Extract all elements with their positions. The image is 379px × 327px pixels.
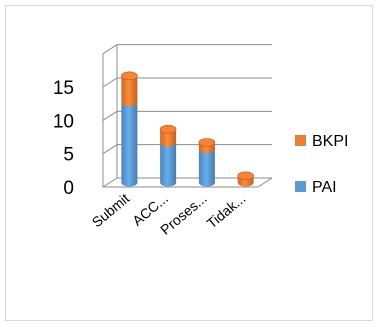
bar-top-cap-2 [198, 138, 216, 147]
side-gridline-5 [102, 144, 118, 155]
legend-swatch-pai [295, 181, 306, 192]
bar-pai-1 [160, 142, 177, 187]
legend-label-pai: PAI [312, 179, 337, 196]
y-tick-label: 5 [63, 145, 74, 166]
bar-bkpi-1 [160, 129, 177, 147]
bar-bkpi-0 [121, 75, 138, 107]
chart-frame [5, 5, 373, 321]
side-gridline-0 [102, 177, 118, 188]
y-axis-ticks: 0 5 10 15 [53, 78, 74, 199]
bar-top-cap-0 [121, 71, 138, 81]
legend-label-bkpi: BKPI [312, 133, 348, 150]
x-axis-labels: SubmitACC...Proses...Tidak... [89, 190, 249, 238]
bar-pai-2 [198, 149, 215, 187]
bar-top-cap-1 [159, 124, 177, 134]
y-tick-label: 15 [53, 78, 74, 99]
chart-legend: BKPI PAI [295, 133, 348, 196]
side-gridline-20 [102, 44, 118, 55]
floor-right-edge [257, 177, 273, 188]
legend-swatch-bkpi [295, 135, 306, 146]
x-tick-label: Submit [89, 190, 133, 230]
bar-top-cap-3 [237, 171, 254, 181]
y-tick-label: 10 [53, 111, 74, 132]
y-tick-label: 0 [63, 178, 74, 199]
chart-bars [121, 71, 254, 187]
bar-pai-0 [121, 102, 138, 187]
x-tick-label: Tidak... [203, 190, 248, 231]
side-gridline-10 [102, 110, 118, 121]
side-gridline-15 [102, 77, 118, 88]
